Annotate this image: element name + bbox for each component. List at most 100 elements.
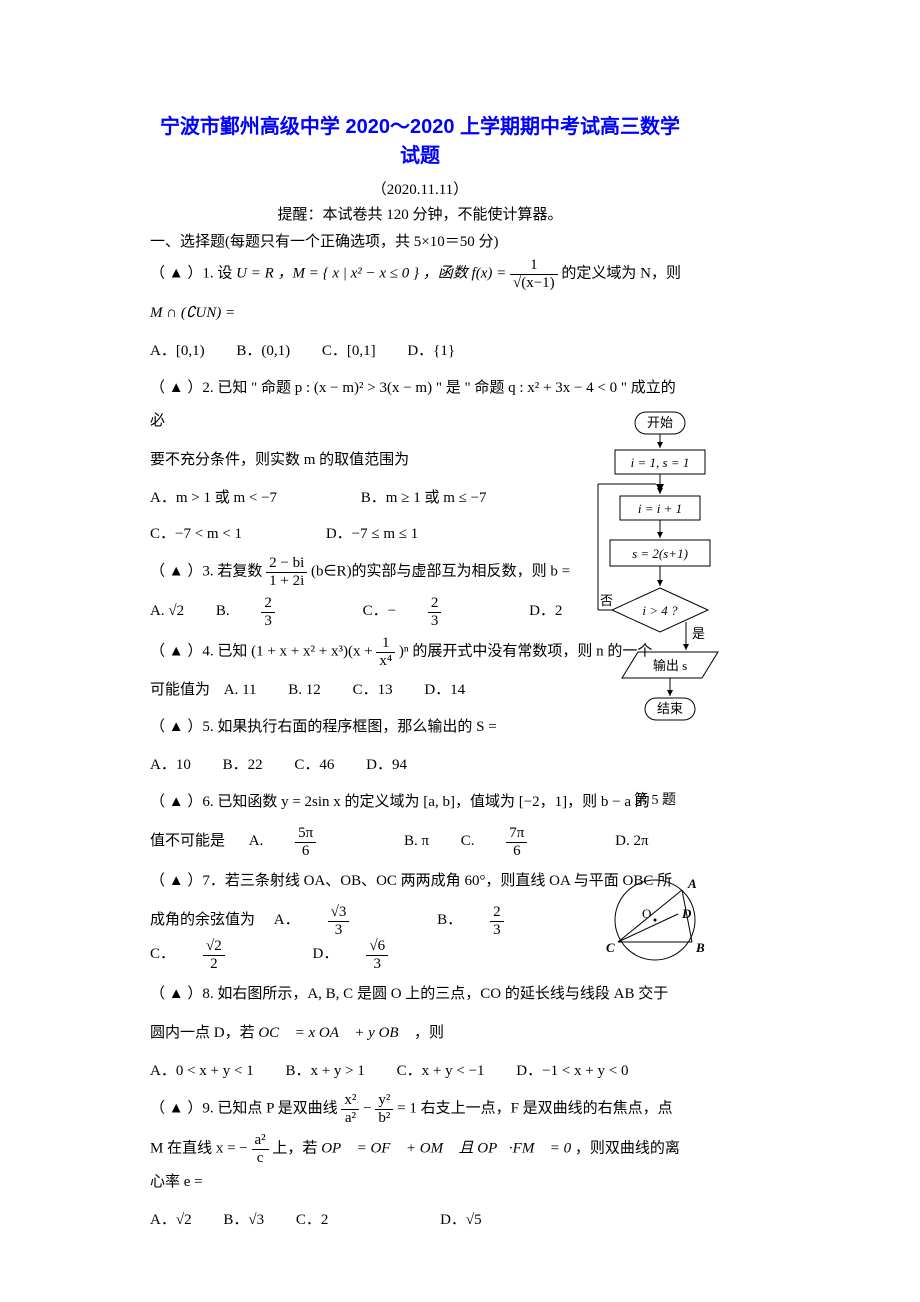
q1-opt-c: C．[0,1] [322,336,376,366]
q3-frac-den: 1 + 2i [266,573,307,590]
exam-page: 宁波市鄞州高级中学 2020～2020 上学期期中考试高三数学试题 （2020.… [0,0,730,1281]
q1-frac-num: 1 [510,257,558,275]
q4-opt-c: C．13 [353,675,393,705]
q4-line2: 可能值为 [150,675,210,705]
q8-l2-post: ，则 [414,1025,444,1041]
q9-l2n: a² [252,1132,269,1150]
q9-l2-frac: a²c [252,1132,269,1166]
q6-opt-a: A. 5π6 [249,825,372,859]
q3-fraction: 2 − bi 1 + 2i [266,555,307,589]
q8-opt-b: B．x + y > 1 [285,1056,364,1086]
q8-opt-a: A．0 < x + y < 1 [150,1056,254,1086]
q7d-n: √6 [366,938,388,956]
q9-opt-a: A．√2 [150,1205,192,1235]
q7-opt-c: C．√22 [150,938,281,972]
q7a-d: 3 [328,922,350,939]
q9-post: = 1 右支上一点，F 是双曲线的右焦点，点 [397,1100,673,1116]
circ-A: A [687,876,697,891]
q4-frac-den: x⁴ [376,653,395,670]
q9-f1d: a² [341,1110,359,1127]
q1-opt-a: A．[0,1) [150,336,205,366]
q4-opt-b: B. 12 [288,675,321,705]
q2-opt-c: C．−7 < m < 1 [150,519,242,549]
q6-opt-c: C. 7π6 [461,825,584,859]
q9-f1n: x² [341,1092,359,1110]
q4-opt-d: D．14 [424,675,465,705]
flowchart-caption: 第 5 题 [590,789,720,809]
exam-date: （2020.11.11） [150,178,690,199]
q7-line2: 成角的余弦值为 [150,905,255,935]
q4-fraction: 1 x⁴ [376,635,395,669]
q3-opt-b: B. 23 [216,595,331,629]
circle-svg: A B C D O [600,870,710,970]
flow-no: 否 [600,593,613,608]
q9-l2-pre: M 在直线 x = − [150,1140,252,1156]
q4-prefix: （ ▲ ）4. 已知 (1 + x + x² + x³)(x + [150,643,376,659]
circ-C: C [606,940,615,955]
q7c-n: √2 [203,938,225,956]
q6a-frac: 5π6 [295,825,344,859]
q1-fraction: 1 √(x−1) [510,257,558,291]
q6-opt-b: B. π [404,826,429,856]
flow-end: 结束 [657,701,683,716]
q7b-frac: 23 [490,904,532,938]
q9-frac2: y²b² [375,1092,393,1126]
flow-init: i = 1, s = 1 [631,455,690,470]
flow-cond: i > 4 ? [642,603,678,618]
question-1: （ ▲ ）1. 设 U = R ，M = { x | x² − x ≤ 0 } … [150,257,690,291]
q4-opt-a: A. 11 [224,675,257,705]
q3c-d: 3 [428,613,442,630]
circ-B: B [695,940,705,955]
circle-diagram-q8: A B C D O [600,870,710,975]
question-8-line2: 圆内一点 D，若 OC⃗ = x OA⃗ + y OB⃗ ，则 [150,1017,690,1050]
q1-post: 的定义域为 N，则 [561,265,681,281]
q3-post: (b∈R)的实部与虚部互为相反数，则 b = [311,563,570,579]
q3-opt-d: D．2 [529,596,562,626]
q7-opt-d: D． √63 [313,938,445,972]
q1-opt-b: B．(0,1) [236,336,290,366]
q8-options: A．0 < x + y < 1 B．x + y > 1 C．x + y < −1… [150,1056,690,1086]
q9-frac1: x²a² [341,1092,359,1126]
q9-opt-c: C．2 [296,1205,329,1235]
q3-prefix: （ ▲ ）3. 若复数 [150,563,266,579]
question-8-line1: （ ▲ ）8. 如右图所示，A, B, C 是圆 O 上的三点，CO 的延长线与… [150,978,690,1011]
flow-upd: s = 2(s+1) [632,546,688,561]
q2-opt-b: B．m ≥ 1 或 m ≤ −7 [361,483,487,513]
q7-opt-a: A． √33 [274,904,406,938]
q9-opt-b: B．√3 [223,1205,264,1235]
flow-start: 开始 [647,415,673,430]
q7a-pre: A． [274,905,300,935]
q7d-d: 3 [366,956,388,973]
q7b-d: 3 [490,922,504,939]
q1-mid: U = R ，M = { x | x² − x ≤ 0 } ，函数 f(x) = [236,265,510,281]
exam-hint: 提醒：本试卷共 120 分钟，不能使计算器。 [150,203,690,224]
q6a-d: 6 [295,843,316,860]
q6a-pre: A. [249,826,264,856]
q8-l2-pre: 圆内一点 D，若 [150,1025,258,1041]
q9-options: A．√2 B．√3 C．2 D．√5 [150,1205,690,1235]
q7d-pre: D． [313,939,339,969]
q6-opt-d: D. 2π [615,826,648,856]
q6-options: 值不可能是 A. 5π6 B. π C. 7π6 D. 2π [150,825,690,859]
q3b-frac: 23 [261,595,303,629]
q6c-d: 6 [506,843,527,860]
q7b-n: 2 [490,904,504,922]
question-9: （ ▲ ）9. 已知点 P 是双曲线 x²a² − y²b² = 1 右支上一点… [150,1092,690,1126]
q8-l2-math: OC⃗ = x OA⃗ + y OB⃗ [258,1025,410,1041]
q3b-d: 3 [261,613,275,630]
q9-l2d: c [252,1150,269,1167]
flowchart-svg: 开始 i = 1, s = 1 i = i + 1 s = 2(s+1) i >… [590,410,720,780]
q7b-pre: B． [437,905,462,935]
q3c-frac: 23 [428,595,470,629]
q8-opt-d: D．−1 < x + y < 0 [516,1056,628,1086]
q8-opt-c: C．x + y < −1 [397,1056,485,1086]
flow-out: 输出 s [653,658,687,673]
flowchart-q5: 开始 i = 1, s = 1 i = i + 1 s = 2(s+1) i >… [590,410,720,809]
q3-opt-c: C．− 23 [363,595,498,629]
q3c-pre: C．− [363,596,396,626]
q7d-frac: √63 [366,938,416,972]
q9-l2-mid: 上，若 [272,1140,321,1156]
q1-frac-den: √(x−1) [510,275,558,292]
q7c-frac: √22 [203,938,253,972]
q7a-n: √3 [328,904,350,922]
